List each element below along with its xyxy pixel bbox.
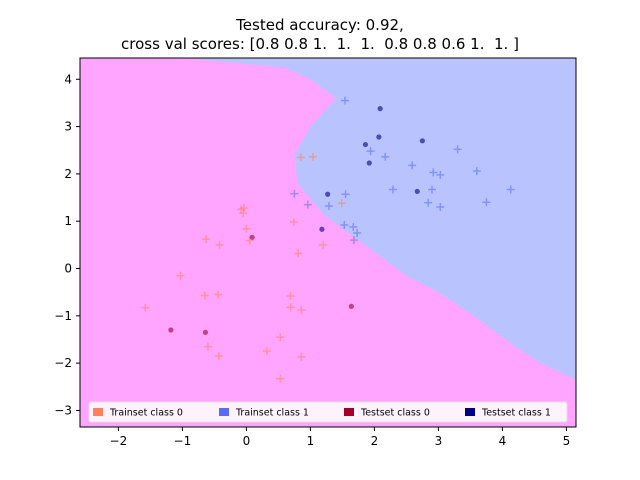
test-point-class-1 xyxy=(419,138,425,144)
legend-swatch xyxy=(465,408,475,416)
train-point-class-0 xyxy=(286,291,295,300)
train-point-class-0 xyxy=(297,352,306,361)
axes-frame xyxy=(79,57,577,428)
y-tick-label: 4 xyxy=(64,72,72,86)
train-point-class-0 xyxy=(308,152,317,161)
train-point-class-0 xyxy=(242,224,251,233)
train-point-class-0 xyxy=(214,352,223,361)
train-point-class-0 xyxy=(204,342,212,351)
legend-label: Testset class 1 xyxy=(481,408,551,419)
legend: Trainset class 0 Trainset class 1 Testset … xyxy=(88,401,568,423)
legend-label: Trainset class 0 xyxy=(109,408,183,419)
train-point-class-0 xyxy=(337,199,346,208)
x-tick-label: 5 xyxy=(563,434,571,448)
train-point-class-1 xyxy=(472,167,481,176)
train-point-class-1 xyxy=(428,185,436,194)
train-point-class-0 xyxy=(176,271,185,280)
train-point-class-0 xyxy=(239,209,248,218)
y-axis-ticks: −3 −2 −1 0 1 2 3 4 xyxy=(54,72,80,417)
train-point-class-1 xyxy=(388,185,397,194)
train-point-class-0 xyxy=(296,153,305,162)
train-point-class-1 xyxy=(349,222,358,231)
x-tick-label: 3 xyxy=(435,434,443,448)
chart-title-line-1: Tested accuracy: 0.92, xyxy=(236,16,404,34)
train-point-class-1 xyxy=(436,203,445,212)
x-axis-ticks: −2 −1 0 1 2 3 4 5 xyxy=(110,427,571,448)
x-tick-label: −2 xyxy=(110,434,128,448)
train-point-class-1 xyxy=(340,96,349,105)
train-point-class-0 xyxy=(262,347,271,356)
test-point-class-1 xyxy=(376,134,382,140)
test-point-class-1 xyxy=(325,191,331,197)
train-point-class-0 xyxy=(245,236,254,245)
train-point-class-0 xyxy=(276,333,285,342)
train-point-class-0 xyxy=(200,291,209,300)
train-point-class-0 xyxy=(214,290,223,299)
train-point-class-0 xyxy=(294,249,303,258)
region-class-1 xyxy=(182,58,576,380)
legend-box xyxy=(88,401,568,423)
y-tick-label: 1 xyxy=(64,214,72,228)
x-tick-label: 4 xyxy=(499,434,507,448)
train-point-class-1 xyxy=(353,229,362,238)
train-point-class-0 xyxy=(202,235,211,244)
y-tick-label: 2 xyxy=(64,167,72,181)
train-point-class-1 xyxy=(324,202,333,211)
legend-swatch xyxy=(93,408,103,416)
train-point-class-1 xyxy=(436,170,445,179)
y-tick-label: −2 xyxy=(54,356,72,370)
train-point-class-0 xyxy=(289,218,298,227)
test-point-class-1 xyxy=(319,226,325,232)
legend-swatch xyxy=(344,408,354,416)
train-point-class-0 xyxy=(141,303,150,312)
train-point-class-1 xyxy=(429,168,438,177)
test-point-class-0 xyxy=(348,303,354,309)
data-points xyxy=(141,96,515,383)
train-point-class-1 xyxy=(506,185,515,194)
train-point-class-1 xyxy=(381,152,390,161)
test-point-class-0 xyxy=(168,327,174,333)
test-point-class-1 xyxy=(366,160,372,166)
legend-label: Trainset class 1 xyxy=(235,408,309,419)
train-point-class-0 xyxy=(276,374,285,383)
train-point-class-0 xyxy=(286,303,295,312)
test-point-class-0 xyxy=(249,234,255,240)
y-tick-label: −3 xyxy=(54,403,72,417)
test-point-class-1 xyxy=(377,106,383,112)
train-point-class-1 xyxy=(349,236,358,245)
legend-swatch xyxy=(219,408,229,416)
x-tick-label: 1 xyxy=(307,434,315,448)
legend-label: Testset class 0 xyxy=(360,408,430,419)
y-tick-label: 3 xyxy=(64,120,72,134)
chart-title-line-2: cross val scores: [0.8 0.8 1. 1. 1. 0.8 … xyxy=(121,35,519,53)
x-tick-label: −1 xyxy=(174,434,192,448)
x-tick-label: 0 xyxy=(243,434,251,448)
train-point-class-1 xyxy=(453,145,462,154)
train-point-class-1 xyxy=(482,198,491,207)
train-point-class-1 xyxy=(424,198,433,207)
test-point-class-1 xyxy=(362,141,369,148)
test-point-class-1 xyxy=(414,188,420,195)
train-point-class-0 xyxy=(319,240,328,249)
decision-regions xyxy=(80,58,576,427)
train-point-class-1 xyxy=(366,147,375,156)
y-tick-label: −1 xyxy=(54,309,72,323)
train-point-class-0 xyxy=(215,240,224,249)
train-point-class-1 xyxy=(290,189,299,198)
test-point-class-0 xyxy=(202,329,209,335)
train-point-class-1 xyxy=(340,220,349,229)
y-tick-label: 0 xyxy=(64,262,72,276)
train-point-class-0 xyxy=(297,306,306,315)
train-point-class-1 xyxy=(303,200,312,209)
train-point-class-1 xyxy=(341,190,350,199)
train-point-class-1 xyxy=(408,161,417,170)
x-tick-label: 2 xyxy=(371,434,379,448)
